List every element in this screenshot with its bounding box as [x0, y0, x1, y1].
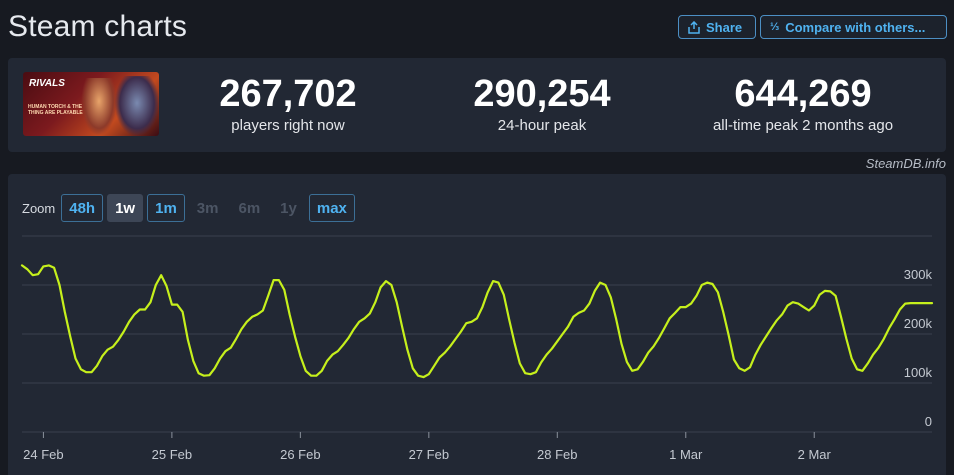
zoom-max-button[interactable]: max	[308, 194, 355, 222]
zoom-controls: Zoom 48h 1w 1m 3m 6m 1y max	[22, 194, 355, 222]
banner-hero-figure	[115, 76, 159, 136]
zoom-6m-button: 6m	[238, 199, 261, 217]
x-tick-label: 24 Feb	[23, 447, 63, 462]
stats-panel: RIVALS HUMAN TORCH & THE THING ARE PLAYA…	[8, 58, 946, 152]
zoom-48h-button[interactable]: 48h	[61, 194, 104, 222]
zoom-label: Zoom	[22, 200, 56, 216]
zoom-1m-button[interactable]: 1m	[147, 194, 185, 222]
compare-button[interactable]: ⅓ Compare with others...	[760, 15, 947, 39]
x-tick-label: 2 Mar	[798, 447, 832, 462]
y-tick-label: 200k	[904, 316, 933, 331]
zoom-3m-button: 3m	[196, 199, 219, 217]
compare-icon: ⅓	[770, 20, 780, 33]
steamdb-credit[interactable]: SteamDB.info	[865, 156, 946, 171]
banner-hero-figure	[81, 78, 117, 136]
y-tick-label: 0	[925, 414, 932, 429]
stat-value: 267,702	[219, 73, 357, 115]
x-tick-label: 28 Feb	[537, 447, 577, 462]
share-icon	[688, 20, 700, 34]
stat-current-players: 267,702 players right now	[208, 72, 368, 136]
chart-panel: Zoom 48h 1w 1m 3m 6m 1y max 0 100k 200k 300…	[8, 174, 946, 475]
y-tick-label: 300k	[904, 267, 933, 282]
share-label: Share	[706, 19, 743, 35]
compare-label: Compare with others...	[785, 19, 926, 35]
game-banner[interactable]: RIVALS HUMAN TORCH & THE THING ARE PLAYA…	[23, 72, 159, 136]
page-title: Steam charts	[8, 10, 188, 43]
x-tick-label: 27 Feb	[409, 447, 449, 462]
stat-label: players right now	[231, 117, 345, 134]
banner-logo: RIVALS	[29, 78, 65, 89]
zoom-1y-button: 1y	[280, 199, 297, 217]
player-count-chart[interactable]: 0 100k 200k 300k 24 Feb 25 Feb 26 Feb 27 Feb 28 …	[8, 174, 946, 475]
banner-subtitle: HUMAN TORCH & THE THING ARE PLAYABLE	[28, 104, 83, 116]
player-count-line	[20, 264, 934, 379]
stat-label: 24-hour peak	[497, 117, 587, 134]
stat-label: all-time peak 2 months ago	[712, 117, 894, 134]
y-tick-label: 100k	[904, 365, 933, 380]
stat-value: 644,269	[734, 73, 872, 115]
x-tick-label: 26 Feb	[280, 447, 320, 462]
zoom-1w-button[interactable]: 1w	[107, 194, 144, 222]
stat-24h-peak: 290,254 24-hour peak	[462, 72, 622, 136]
stat-alltime-peak: 644,269 all-time peak 2 months ago	[698, 72, 908, 136]
x-tick-label: 25 Feb	[152, 447, 192, 462]
x-tick-label: 1 Mar	[669, 447, 703, 462]
stat-value: 290,254	[473, 73, 611, 115]
share-button[interactable]: Share	[678, 15, 756, 39]
